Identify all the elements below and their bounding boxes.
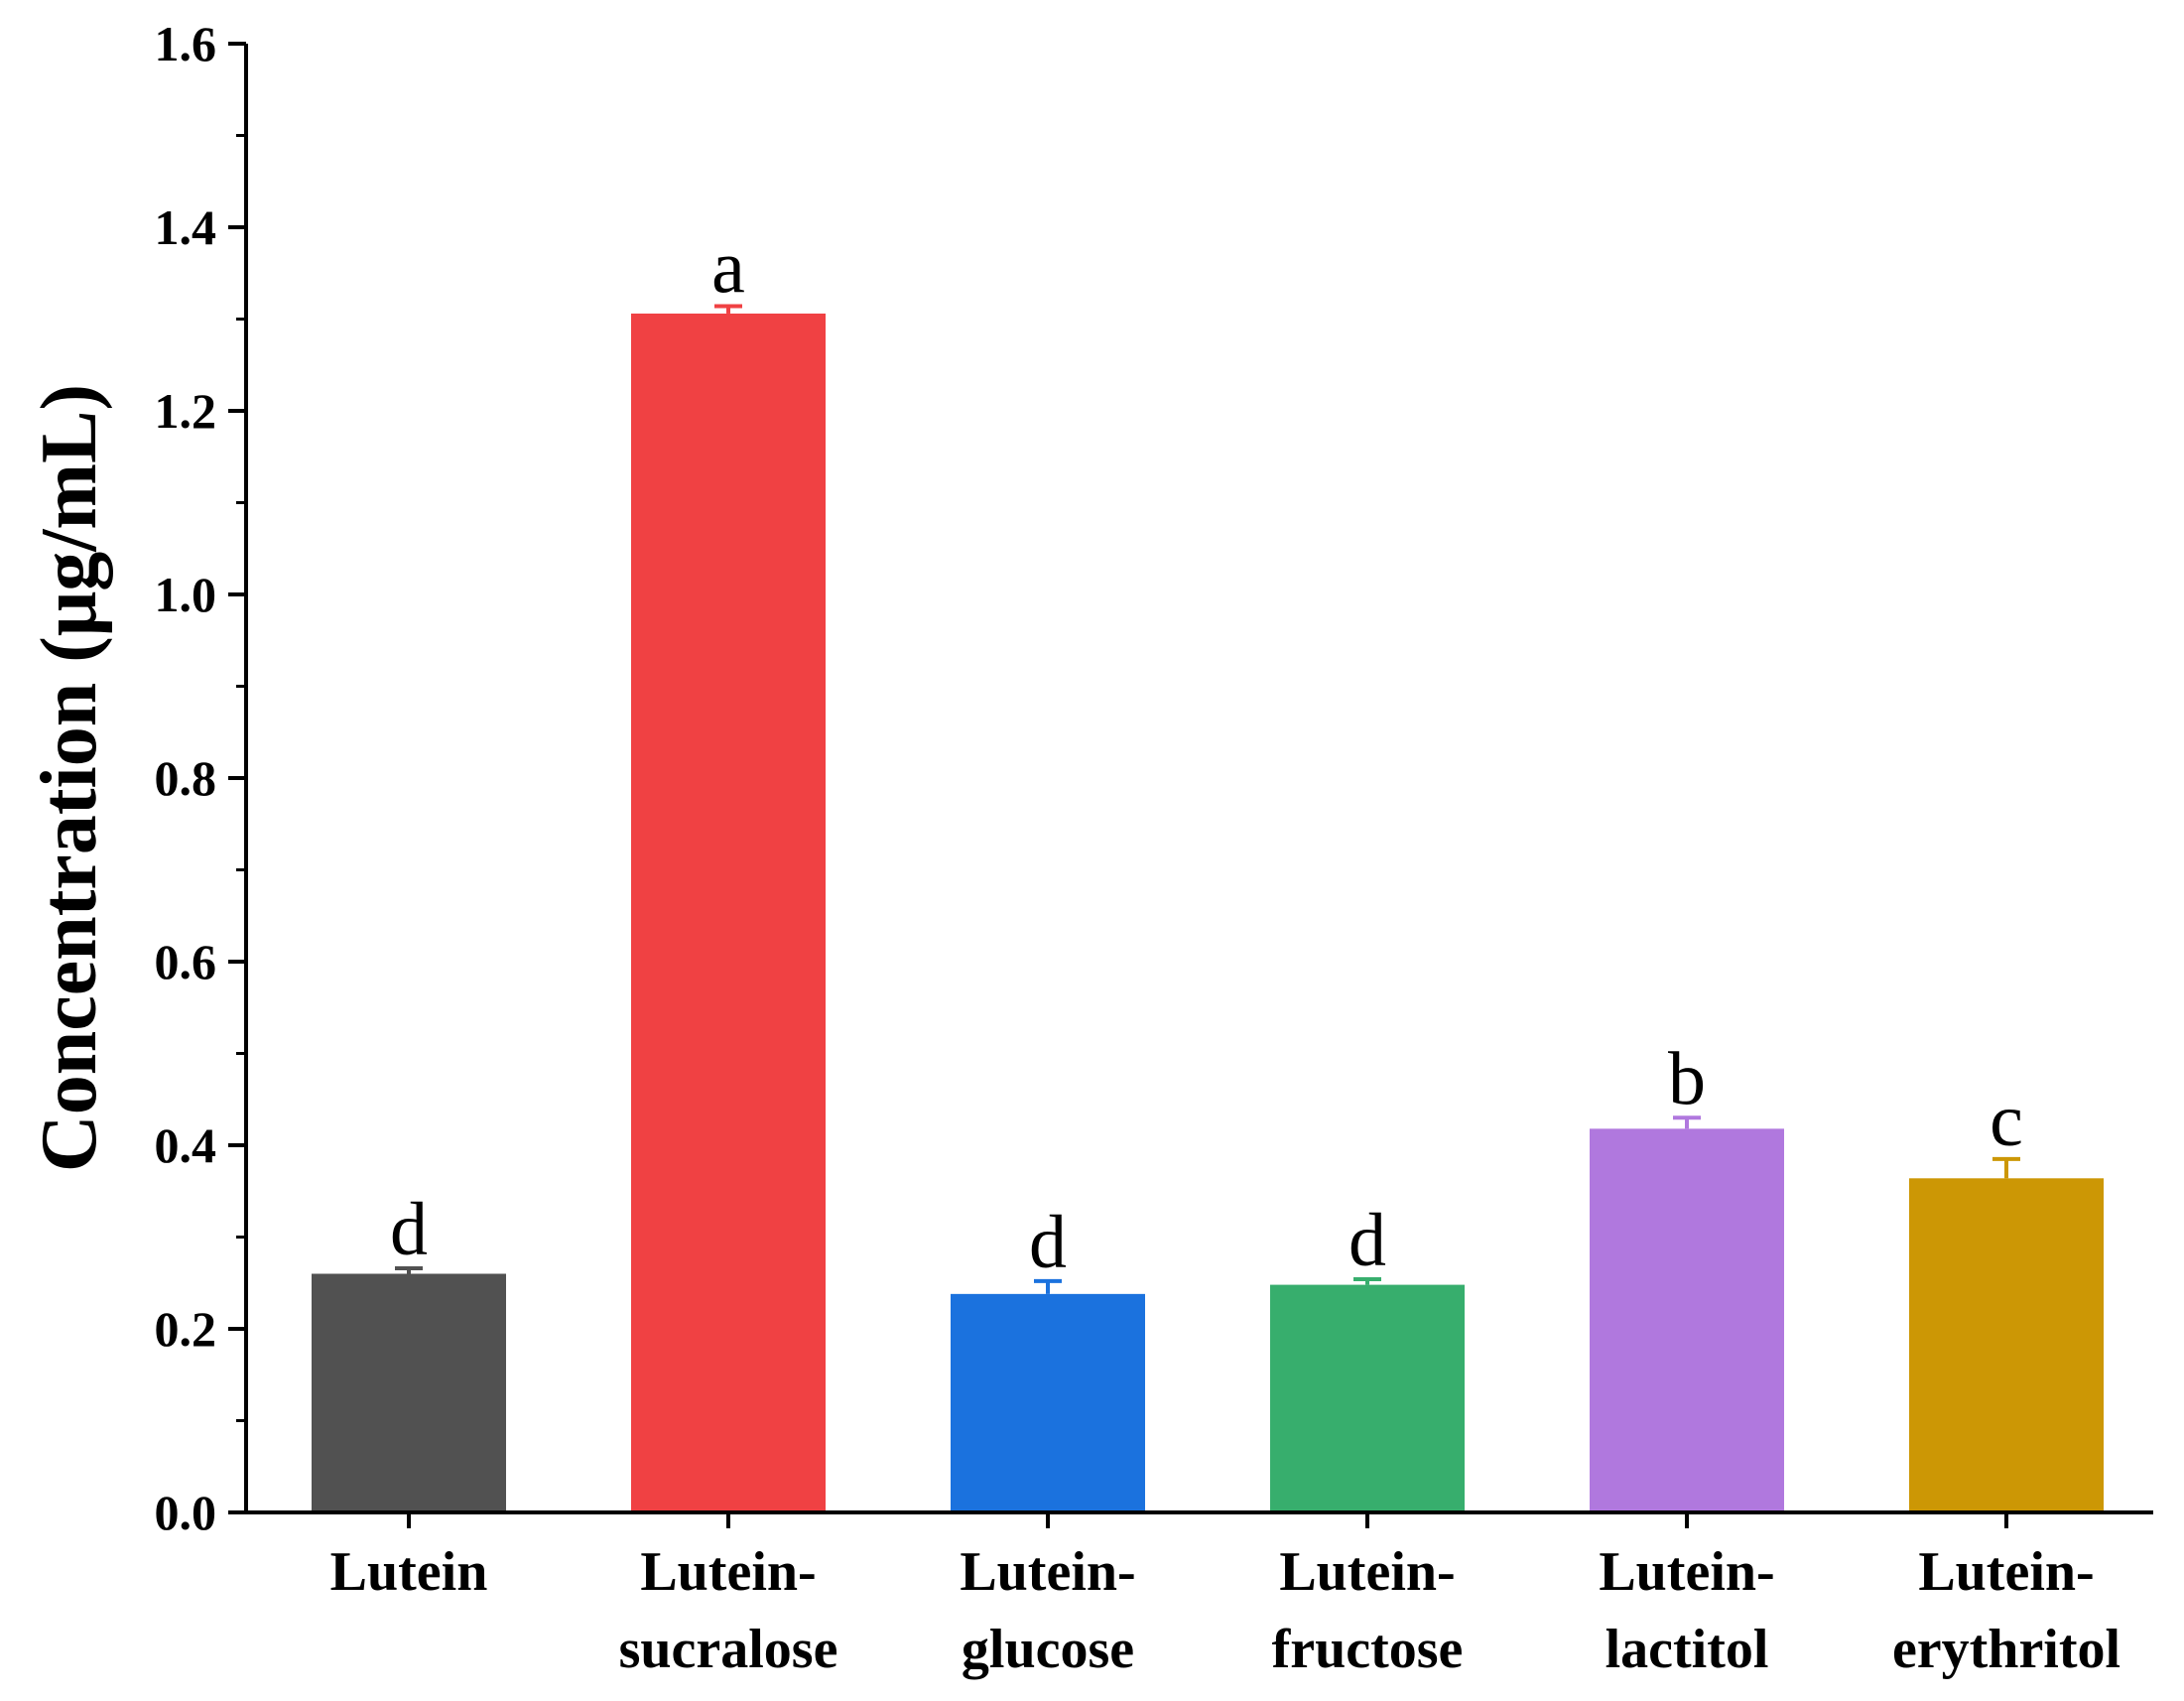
x-category-label: Lutein-	[1599, 1541, 1774, 1603]
y-tick-label: 0.2	[155, 1301, 217, 1357]
significance-letter: d	[390, 1188, 428, 1271]
y-axis-title: Concentration (μg/mL)	[26, 384, 113, 1172]
y-tick-label: 1.6	[155, 16, 217, 71]
y-tick-label: 0.4	[155, 1117, 217, 1173]
significance-letter: b	[1668, 1037, 1706, 1120]
significance-letter: a	[711, 226, 745, 310]
bar	[1270, 1284, 1465, 1512]
x-category-label: fructose	[1272, 1619, 1464, 1680]
significance-letter: d	[1349, 1199, 1386, 1282]
x-category-label: glucose	[962, 1619, 1134, 1680]
significance-letter: d	[1029, 1201, 1067, 1284]
bar	[951, 1293, 1145, 1512]
x-axis-ticks: Lutein Lutein-sucralose Lutein-glucose Lute…	[330, 1512, 2120, 1680]
significance-letters: d a d d b c	[390, 226, 2023, 1284]
x-category-label: Lutein-	[640, 1541, 816, 1603]
y-tick-label: 1.0	[155, 567, 217, 622]
y-tick-label: 1.2	[155, 383, 217, 439]
x-category-label: Lutein	[330, 1541, 488, 1603]
y-tick-label: 1.4	[155, 199, 217, 255]
y-axis-ticks: 0.0 0.2 0.4 0.6 0.8 1.0 1.2 1.4 1.6	[155, 16, 246, 1540]
y-tick-label: 0.6	[155, 934, 217, 989]
bar	[312, 1273, 506, 1512]
bar	[631, 313, 826, 1513]
x-category-label: Lutein-	[1918, 1541, 2094, 1603]
y-tick-label: 0.0	[155, 1485, 217, 1540]
y-tick-label: 0.8	[155, 750, 217, 806]
significance-letter: c	[1990, 1079, 2023, 1162]
x-category-label: lactitol	[1606, 1619, 1769, 1680]
x-category-label: Lutein-	[1279, 1541, 1455, 1603]
error-bars	[395, 304, 2020, 1294]
bar	[1590, 1128, 1784, 1512]
x-category-label: erythritol	[1892, 1619, 2120, 1680]
bar	[1909, 1178, 2104, 1512]
bars	[312, 313, 2104, 1513]
x-category-label: sucralose	[619, 1619, 838, 1680]
x-category-label: Lutein-	[960, 1541, 1135, 1603]
